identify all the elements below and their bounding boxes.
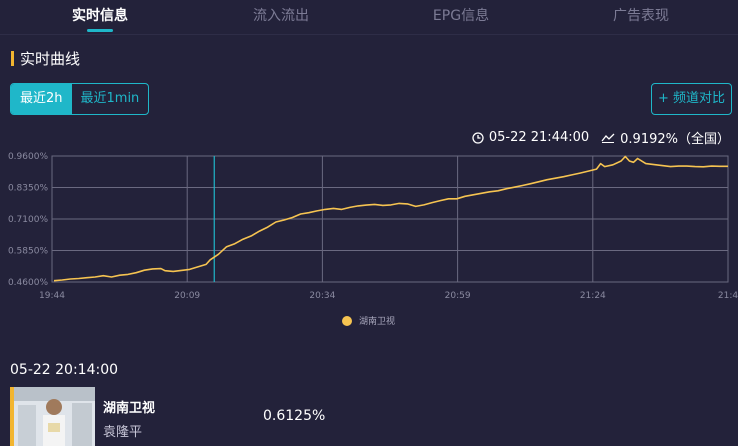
tab-flow[interactable]: 流入流出 [253,8,309,24]
x-tick-label: 21:24 [580,291,606,301]
section-title: 实时曲线 [20,49,81,68]
y-tick-label: 0.9600% [8,152,48,162]
program-thumbnail [10,387,95,446]
tab-ads[interactable]: 广告表现 [613,8,669,24]
y-tick-label: 0.8350% [8,184,48,194]
y-tick-label: 0.5850% [8,247,48,257]
program-name: 袁隆平 [103,425,143,440]
program-row[interactable]: 湖南卫视 袁隆平 0.6125% [10,387,738,446]
series-line-hunan [53,155,728,282]
time-range-toggle: 最近2h 最近1min [10,83,150,115]
readout-time: 05-22 21:44:00 [488,130,590,145]
program-rating-value: 0.6125% [263,408,326,424]
legend-swatch [342,315,352,326]
x-tick-label: 20:09 [174,291,200,301]
range-1min-button[interactable]: 最近1min [80,91,140,106]
tab-bar: 实时信息 流入流出 EPG信息 广告表现 [0,0,738,35]
chart-legend[interactable]: 湖南卫视 [342,314,395,327]
detail-time: 05-22 20:14:00 [10,362,119,378]
tab-realtime[interactable]: 实时信息 [72,8,128,24]
y-tick-label: 0.7100% [8,215,48,225]
trend-icon [601,133,615,143]
current-readout: 05-22 21:44:00 0.9192%（全国） [472,128,730,147]
x-tick-label: 21:4 [718,291,738,301]
section-header: 实时曲线 [11,49,81,68]
section-accent-bar [11,50,14,66]
channel-name: 湖南卫视 [103,401,156,416]
active-tab-indicator [87,29,113,32]
range-2h-button[interactable]: 最近2h [11,84,72,114]
x-tick-label: 20:34 [309,291,335,301]
thumbnail-image [14,387,95,446]
x-tick-label: 19:44 [39,291,65,301]
y-tick-label: 0.4600% [8,278,48,288]
clock-icon [472,131,484,144]
legend-label: 湖南卫视 [359,317,396,327]
add-channel-compare-button[interactable]: + 频道对比 [650,83,732,115]
readout-value: 0.9192%（全国） [620,132,730,147]
realtime-line-chart: 0.9600% 0.8350% 0.7100% 0.5850% 0.4600% 19:44… [8,152,738,301]
x-tick-label: 20:59 [445,291,471,301]
tab-epg[interactable]: EPG信息 [432,8,490,24]
